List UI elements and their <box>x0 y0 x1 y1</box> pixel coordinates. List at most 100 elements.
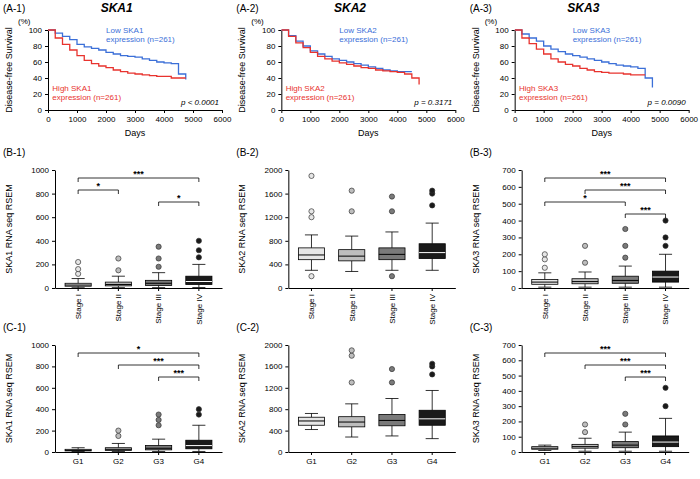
tick: 0 <box>504 106 514 115</box>
whisker-high <box>351 404 352 417</box>
significance-label: *** <box>620 181 631 191</box>
tick-label: 4000 <box>156 115 174 124</box>
whisker-high <box>118 276 119 282</box>
box <box>652 436 678 447</box>
tick-mark <box>52 431 55 432</box>
tick: 2000 <box>564 110 582 124</box>
outlier <box>623 255 628 260</box>
box <box>572 279 598 284</box>
tick-label: 1600 <box>265 362 283 371</box>
tick-mark <box>397 110 398 113</box>
tick-mark <box>285 170 288 171</box>
tick: 6000 <box>214 110 232 124</box>
outlier <box>582 243 587 248</box>
tick-label: 6000 <box>214 115 232 124</box>
axis: G1G2G3G4 <box>522 452 689 466</box>
whisker-cap-high <box>192 264 205 265</box>
whisker-low <box>432 259 433 271</box>
tick: 200 <box>36 260 55 269</box>
tick: 4000 <box>156 110 174 124</box>
whisker-cap-high <box>192 425 205 426</box>
tick-label: 700 <box>502 166 516 175</box>
tick: G3 <box>620 452 631 466</box>
whisker-high <box>158 439 159 445</box>
whisker-cap-low <box>305 270 318 271</box>
p-value: p = 0.3171 <box>413 98 452 107</box>
tick-mark <box>519 288 522 289</box>
tick-label: G2 <box>346 457 357 466</box>
plot-area <box>65 238 212 288</box>
tick-mark <box>285 366 288 367</box>
tick-label: Stage I <box>541 294 550 319</box>
tick: 400 <box>36 405 55 414</box>
tick-mark <box>278 94 281 95</box>
tick: 20 <box>33 90 48 99</box>
tick-label: 40 <box>266 74 275 83</box>
tick: 600 <box>502 183 521 192</box>
outlier <box>309 274 314 279</box>
tick-label: 60 <box>500 58 509 67</box>
outlier <box>196 255 201 260</box>
tick-mark <box>45 46 48 47</box>
significance-label: * <box>177 193 181 203</box>
tick-mark <box>311 288 312 291</box>
axis: Stage IStage IIStage IIIStage IV <box>522 288 689 325</box>
whisker-high <box>665 418 666 436</box>
box <box>105 282 131 286</box>
series-label-line: High SKA1 <box>52 84 92 93</box>
significance-label: *** <box>640 205 651 215</box>
axis: G1G2G3G4 <box>56 452 223 466</box>
tick-label: 60 <box>266 58 275 67</box>
significance-label: * <box>137 344 141 354</box>
tick-mark <box>368 110 369 113</box>
tick-label: 80 <box>266 42 275 51</box>
tick-mark <box>602 110 603 113</box>
tick-mark <box>52 366 55 367</box>
axis-line <box>288 346 289 453</box>
whisker-low <box>432 425 433 438</box>
whisker-cap-low <box>659 287 672 288</box>
whisker-cap-low <box>538 287 551 288</box>
outlier <box>349 380 354 385</box>
whisker-cap-high <box>72 278 85 279</box>
tick: 100 <box>262 26 281 35</box>
whisker-cap-low <box>192 451 205 452</box>
tick-mark <box>519 406 522 407</box>
box <box>186 276 212 284</box>
tick-mark <box>426 110 427 113</box>
axis: 0100020003000400050006000 <box>280 110 466 124</box>
significance-label: *** <box>640 368 651 378</box>
series-label-line: High SKA3 <box>519 84 559 93</box>
tick-label: 4000 <box>389 115 407 124</box>
whisker-cap-high <box>619 266 632 267</box>
tick-mark <box>45 30 48 31</box>
tick-label: Stage II <box>348 294 357 322</box>
outlier <box>156 264 161 269</box>
tick-mark <box>158 288 159 291</box>
tick: 3000 <box>593 110 611 124</box>
tick-label: 400 <box>502 387 516 396</box>
whisker-high <box>665 254 666 271</box>
box <box>419 244 445 259</box>
tick: 3000 <box>127 110 145 124</box>
tick: 700 <box>502 341 521 350</box>
y-axis-title: SKA3 RNA seq RSEM <box>471 354 481 444</box>
unit-label: (%) <box>485 17 498 26</box>
survival-line <box>48 30 186 78</box>
whisker-cap-high <box>305 413 318 414</box>
median <box>419 252 445 253</box>
axis: 0100020003000400050006000 <box>513 110 699 124</box>
panel-label: (B-3) <box>470 147 492 158</box>
whisker-cap-low <box>659 451 672 452</box>
tick-mark <box>278 62 281 63</box>
whisker-high <box>625 266 626 276</box>
x-axis-title: Days <box>591 128 612 138</box>
tick-label: 500 <box>502 200 516 209</box>
tick: 5000 <box>418 110 436 124</box>
tick-label: 100 <box>262 26 276 35</box>
whisker-low <box>198 449 199 452</box>
tick-label: 1000 <box>69 115 87 124</box>
tick-label: Stage III <box>388 294 397 324</box>
tick-mark <box>310 110 311 113</box>
outlier <box>116 268 121 273</box>
